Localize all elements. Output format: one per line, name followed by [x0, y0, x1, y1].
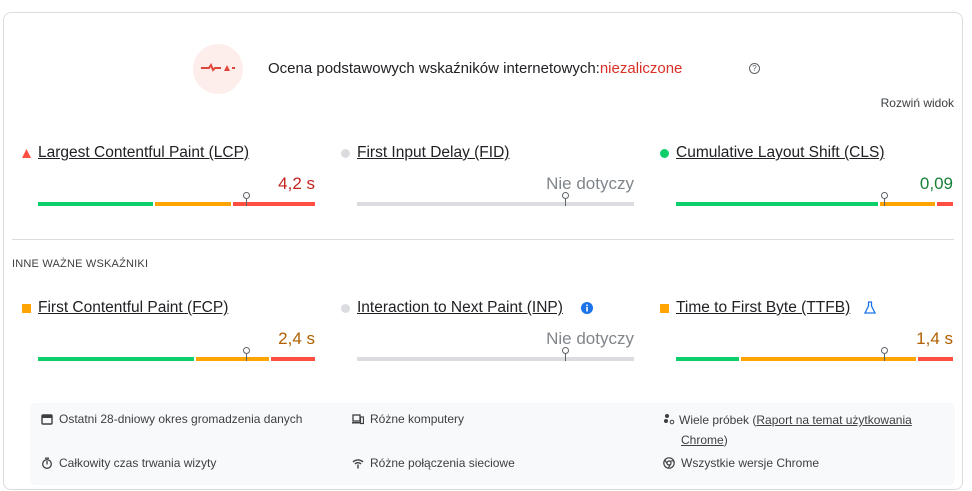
segment-average [880, 202, 935, 206]
divider [12, 239, 954, 240]
period-text: Ostatni 28-dniowy okres gromadzenia dany… [59, 412, 303, 426]
p75-marker [242, 347, 250, 361]
metric-value: 4,2 s [278, 174, 315, 193]
versions-text: Wszystkie wersje Chrome [681, 456, 820, 470]
p75-marker [561, 192, 569, 206]
p75-marker [242, 192, 250, 206]
wifi-icon [352, 459, 364, 469]
duration-text: Całkowity czas trwania wizyty [59, 456, 217, 470]
p75-marker [880, 192, 888, 206]
assessment-status: niezaliczone [599, 60, 683, 77]
segment-average [154, 202, 232, 206]
metric-value: 2,4 s [278, 329, 315, 348]
circle-icon [341, 149, 350, 158]
timer-icon [42, 457, 52, 469]
distribution-bar [676, 202, 953, 206]
distribution-bar [38, 202, 315, 206]
samples-icon [664, 414, 675, 425]
footer-connections: Różne połączenia sieciowe [352, 453, 515, 473]
circle-icon [660, 149, 669, 158]
expand-view-button[interactable]: Rozwiń widok [880, 96, 954, 110]
footer-versions: Wszystkie wersje Chrome [663, 453, 819, 473]
p75-marker [561, 347, 569, 361]
segment-na [357, 357, 634, 361]
metric-value: Nie dotyczy [546, 174, 634, 193]
metric-name-link[interactable]: Interaction to Next Paint (INP) [357, 299, 563, 316]
distribution-bar [38, 357, 315, 361]
failed-assessment-icon [201, 62, 235, 72]
chrome-icon [663, 457, 675, 469]
segment-poor [936, 202, 953, 206]
distribution-bar [357, 202, 634, 206]
distribution-bar [676, 357, 953, 361]
segment-average [740, 357, 916, 361]
metric-name-link[interactable]: First Contentful Paint (FCP) [38, 299, 229, 316]
square-icon [22, 304, 31, 313]
cwv-card [3, 12, 963, 490]
devices-icon [352, 414, 364, 425]
circle-icon [341, 304, 350, 313]
metric-name-link[interactable]: Largest Contentful Paint (LCP) [38, 144, 250, 161]
footer-samples: Wiele próbek (Raport na temat użytkowani… [663, 409, 943, 450]
devices-text: Różne komputery [370, 412, 465, 426]
segment-good [38, 202, 153, 206]
segment-good [676, 202, 879, 206]
section-title: INNE WAŻNE WSKAŹNIKI [12, 258, 149, 270]
assessment-title: Ocena podstawowych wskaźników internetow… [268, 60, 682, 77]
segment-na [357, 202, 634, 206]
question-circle-icon[interactable]: ? [749, 63, 760, 74]
metric-name-link[interactable]: First Input Delay (FID) [357, 144, 510, 161]
assessment-badge [193, 44, 243, 94]
segment-poor [271, 357, 315, 361]
crux-report-link[interactable]: Raport na temat użytkowania Chrome [681, 413, 912, 447]
segment-good [38, 357, 194, 361]
samples-text: Wiele próbek ( [679, 413, 757, 427]
info-icon[interactable] [581, 302, 593, 314]
samples-suffix: ) [723, 433, 728, 447]
footer-devices: Różne komputery [352, 409, 464, 429]
connections-text: Różne połączenia sieciowe [370, 456, 515, 470]
segment-poor [233, 202, 315, 206]
metric-value: 1,4 s [916, 329, 953, 348]
assessment-label: Ocena podstawowych wskaźników internetow… [268, 60, 600, 77]
metric-name-link[interactable]: Cumulative Layout Shift (CLS) [676, 144, 885, 161]
footer-duration: Całkowity czas trwania wizyty [41, 453, 216, 473]
triangle-icon [22, 149, 31, 158]
metric-value: Nie dotyczy [546, 329, 634, 348]
p75-marker [880, 347, 888, 361]
distribution-bar [357, 357, 634, 361]
segment-poor [917, 357, 953, 361]
segment-good [676, 357, 739, 361]
data-info-footer: Ostatni 28-dniowy okres gromadzenia dany… [30, 403, 955, 485]
metric-value: 0,09 [919, 174, 953, 193]
footer-period: Ostatni 28-dniowy okres gromadzenia dany… [41, 409, 302, 429]
segment-average [195, 357, 270, 361]
square-icon [660, 304, 669, 313]
calendar-icon [41, 414, 53, 425]
flask-icon[interactable] [864, 301, 876, 314]
metric-name-link[interactable]: Time to First Byte (TTFB) [676, 299, 851, 316]
